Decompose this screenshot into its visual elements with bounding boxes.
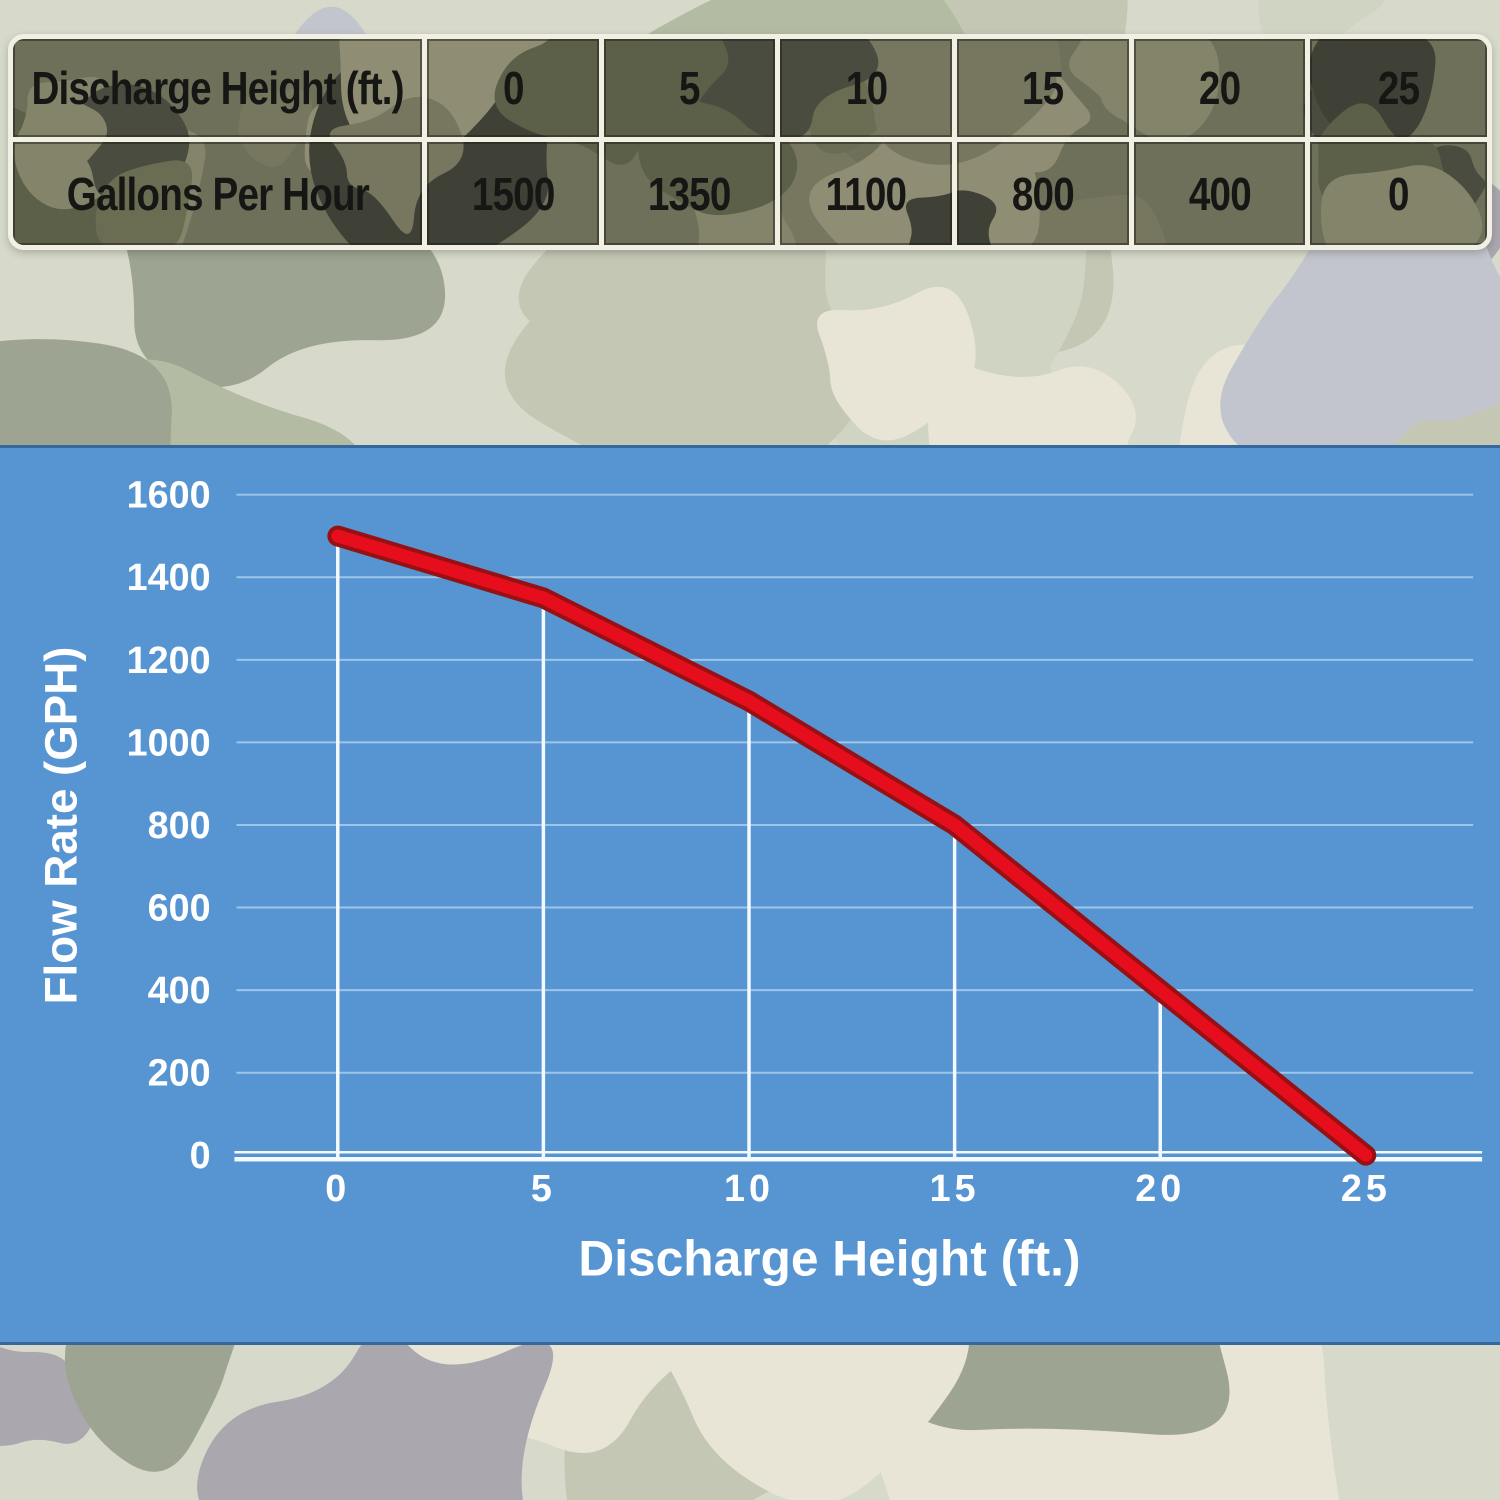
y-tick-label: 600 <box>148 886 211 928</box>
y-tick-label: 1000 <box>127 721 211 763</box>
table-row-label: Gallons Per Hour <box>13 142 427 245</box>
camo-blob <box>37 91 108 164</box>
y-tick-label: 1200 <box>127 639 211 681</box>
table-cell: 5 <box>603 39 781 142</box>
table-cell-value: 20 <box>1198 62 1241 114</box>
table-cell: 10 <box>780 39 957 142</box>
table-cell-value: 15 <box>1022 62 1064 114</box>
x-tick-label: 15 <box>930 1167 980 1209</box>
y-tick-label: 800 <box>148 804 211 846</box>
camo-blob <box>1093 43 1186 129</box>
table-cell-value: 1350 <box>648 167 731 220</box>
table-cell: 1500 <box>427 142 604 245</box>
table-cell: 15 <box>957 39 1134 142</box>
y-tick-label: 400 <box>148 969 211 1011</box>
x-tick-label: 20 <box>1135 1167 1185 1209</box>
table-cell-value: 0 <box>502 62 524 114</box>
table-cell-value: 400 <box>1188 167 1252 220</box>
table-cell-value: 0 <box>1388 167 1409 220</box>
camo-blob <box>518 199 759 410</box>
flow-rate-chart-canvas: 0 200 400 600 800 1000 1200 1400 1600 0 5 10 15 20 25 F… <box>36 474 1483 1286</box>
camo-blob <box>494 39 652 165</box>
camo-blob <box>329 97 464 234</box>
table-row-label-text: Discharge Height (ft.) <box>31 62 404 114</box>
table-cell: 1350 <box>604 142 781 245</box>
y-tick-label: 1600 <box>127 474 211 516</box>
camo-blob <box>905 190 997 245</box>
y-tick-label: 0 <box>190 1134 211 1176</box>
y-tick-label: 200 <box>148 1052 211 1094</box>
table-cell-value: 1100 <box>825 167 907 220</box>
camo-blob <box>846 39 1057 165</box>
x-tick-label: 10 <box>724 1167 774 1209</box>
table-cell: 0 <box>1310 142 1487 245</box>
table-cell: 1100 <box>780 142 957 245</box>
table-cell: 20 <box>1133 39 1311 142</box>
table-cell-value: 800 <box>1011 167 1075 220</box>
y-tick-label: 1400 <box>127 556 211 598</box>
table-cell-value: 1500 <box>471 167 555 220</box>
camo-blob <box>622 39 729 140</box>
table-cell: 0 <box>427 39 604 142</box>
x-tick-label: 5 <box>531 1167 556 1209</box>
table-cell: 400 <box>1134 142 1311 245</box>
series-line <box>331 529 1373 1162</box>
camo-blob <box>197 1332 554 1500</box>
table-cell: 25 <box>1310 39 1487 142</box>
camo-blob <box>238 89 314 167</box>
flow-rate-chart: 0 200 400 600 800 1000 1200 1400 1600 0 5 10 15 20 25 F… <box>0 445 1500 1345</box>
table-camo-background <box>13 39 1487 245</box>
performance-table-grid: Discharge Height (ft.) 0 5 10 15 20 25 Gallons … <box>13 39 1487 245</box>
performance-table: Discharge Height (ft.) 0 5 10 15 20 25 Gallons … <box>8 34 1492 250</box>
x-axis-title: Discharge Height (ft.) <box>578 1230 1080 1286</box>
camo-blob <box>95 160 193 245</box>
camo-blob <box>1320 165 1483 245</box>
table-row-label-text: Gallons Per Hour <box>66 167 369 220</box>
table-cell-value: 10 <box>845 62 888 114</box>
x-tick-label: 0 <box>325 1167 350 1209</box>
table-cell-value: 5 <box>679 62 700 114</box>
series-line-edge <box>327 525 1377 1166</box>
x-tick-label: 25 <box>1341 1167 1391 1209</box>
table-row-label: Discharge Height (ft.) <box>13 39 427 142</box>
y-axis-title: Flow Rate (GPH) <box>36 647 87 1005</box>
table-cell: 800 <box>957 142 1134 245</box>
table-cell-value: 25 <box>1378 62 1420 114</box>
